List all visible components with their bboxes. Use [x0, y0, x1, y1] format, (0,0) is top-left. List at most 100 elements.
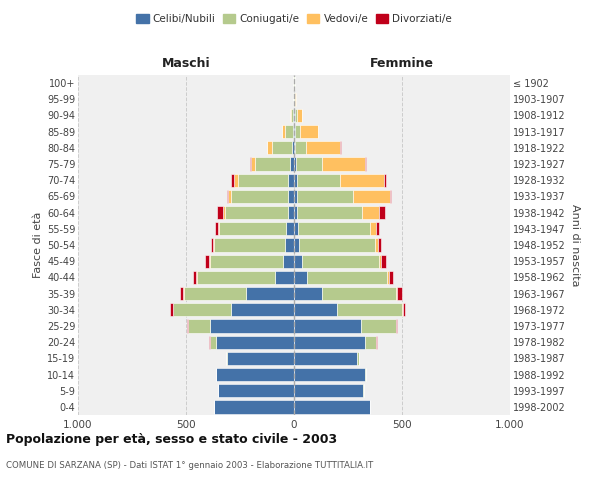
- Bar: [275, 270, 294, 284]
- Bar: [294, 190, 297, 203]
- Bar: [295, 125, 301, 138]
- Bar: [247, 287, 294, 300]
- Bar: [293, 125, 294, 138]
- Y-axis label: Fasce di età: Fasce di età: [32, 212, 43, 278]
- Bar: [296, 158, 322, 170]
- Bar: [217, 206, 223, 220]
- Bar: [294, 270, 307, 284]
- Bar: [402, 303, 403, 316]
- Bar: [322, 287, 395, 300]
- Bar: [193, 270, 196, 284]
- Bar: [397, 287, 402, 300]
- Bar: [210, 320, 294, 332]
- Bar: [340, 174, 383, 187]
- Bar: [227, 190, 228, 203]
- Bar: [251, 158, 255, 170]
- Bar: [216, 368, 294, 381]
- Bar: [291, 109, 293, 122]
- Bar: [403, 303, 405, 316]
- Bar: [383, 174, 386, 187]
- Bar: [188, 320, 210, 332]
- Bar: [294, 320, 361, 332]
- Bar: [376, 222, 379, 235]
- Bar: [294, 125, 295, 138]
- Bar: [286, 125, 293, 138]
- Y-axis label: Anni di nascita: Anni di nascita: [569, 204, 580, 286]
- Bar: [205, 254, 209, 268]
- Bar: [294, 368, 365, 381]
- Bar: [232, 174, 233, 187]
- Bar: [365, 336, 376, 349]
- Bar: [210, 336, 216, 349]
- Bar: [298, 222, 370, 235]
- Bar: [238, 174, 287, 187]
- Bar: [370, 222, 376, 235]
- Bar: [361, 320, 395, 332]
- Bar: [184, 287, 247, 300]
- Bar: [337, 303, 402, 316]
- Bar: [297, 190, 353, 203]
- Bar: [387, 270, 389, 284]
- Bar: [209, 254, 210, 268]
- Bar: [302, 254, 379, 268]
- Bar: [294, 400, 370, 413]
- Bar: [282, 125, 286, 138]
- Bar: [283, 254, 294, 268]
- Bar: [228, 190, 232, 203]
- Bar: [226, 352, 227, 365]
- Bar: [214, 238, 286, 252]
- Bar: [395, 287, 397, 300]
- Bar: [294, 287, 322, 300]
- Bar: [297, 206, 362, 220]
- Bar: [272, 141, 292, 154]
- Text: Maschi: Maschi: [161, 57, 211, 70]
- Bar: [294, 222, 298, 235]
- Bar: [382, 254, 386, 268]
- Bar: [294, 141, 295, 154]
- Bar: [295, 141, 306, 154]
- Bar: [301, 125, 318, 138]
- Bar: [290, 158, 294, 170]
- Bar: [286, 238, 294, 252]
- Bar: [173, 303, 232, 316]
- Bar: [306, 141, 340, 154]
- Bar: [233, 174, 238, 187]
- Bar: [390, 190, 391, 203]
- Bar: [389, 270, 393, 284]
- Bar: [294, 206, 297, 220]
- Text: Femmine: Femmine: [370, 57, 434, 70]
- Bar: [322, 158, 365, 170]
- Bar: [215, 222, 218, 235]
- Bar: [295, 92, 296, 106]
- Bar: [375, 238, 378, 252]
- Bar: [378, 238, 382, 252]
- Bar: [223, 206, 225, 220]
- Bar: [286, 222, 294, 235]
- Bar: [356, 352, 359, 365]
- Bar: [287, 206, 294, 220]
- Bar: [299, 238, 375, 252]
- Bar: [187, 320, 188, 332]
- Bar: [294, 254, 302, 268]
- Bar: [213, 238, 214, 252]
- Bar: [295, 109, 297, 122]
- Text: Popolazione per età, sesso e stato civile - 2003: Popolazione per età, sesso e stato civil…: [6, 432, 337, 446]
- Bar: [250, 158, 251, 170]
- Bar: [214, 400, 294, 413]
- Bar: [267, 141, 272, 154]
- Bar: [211, 238, 213, 252]
- Bar: [232, 190, 287, 203]
- Bar: [292, 141, 294, 154]
- Bar: [365, 368, 366, 381]
- Bar: [379, 206, 385, 220]
- Bar: [225, 206, 287, 220]
- Bar: [287, 190, 294, 203]
- Bar: [294, 174, 297, 187]
- Bar: [215, 368, 216, 381]
- Bar: [294, 158, 296, 170]
- Bar: [297, 174, 340, 187]
- Bar: [294, 238, 299, 252]
- Legend: Celibi/Nubili, Coniugati/e, Vedovi/e, Divorziati/e: Celibi/Nubili, Coniugati/e, Vedovi/e, Di…: [132, 10, 456, 29]
- Bar: [218, 222, 220, 235]
- Bar: [379, 254, 382, 268]
